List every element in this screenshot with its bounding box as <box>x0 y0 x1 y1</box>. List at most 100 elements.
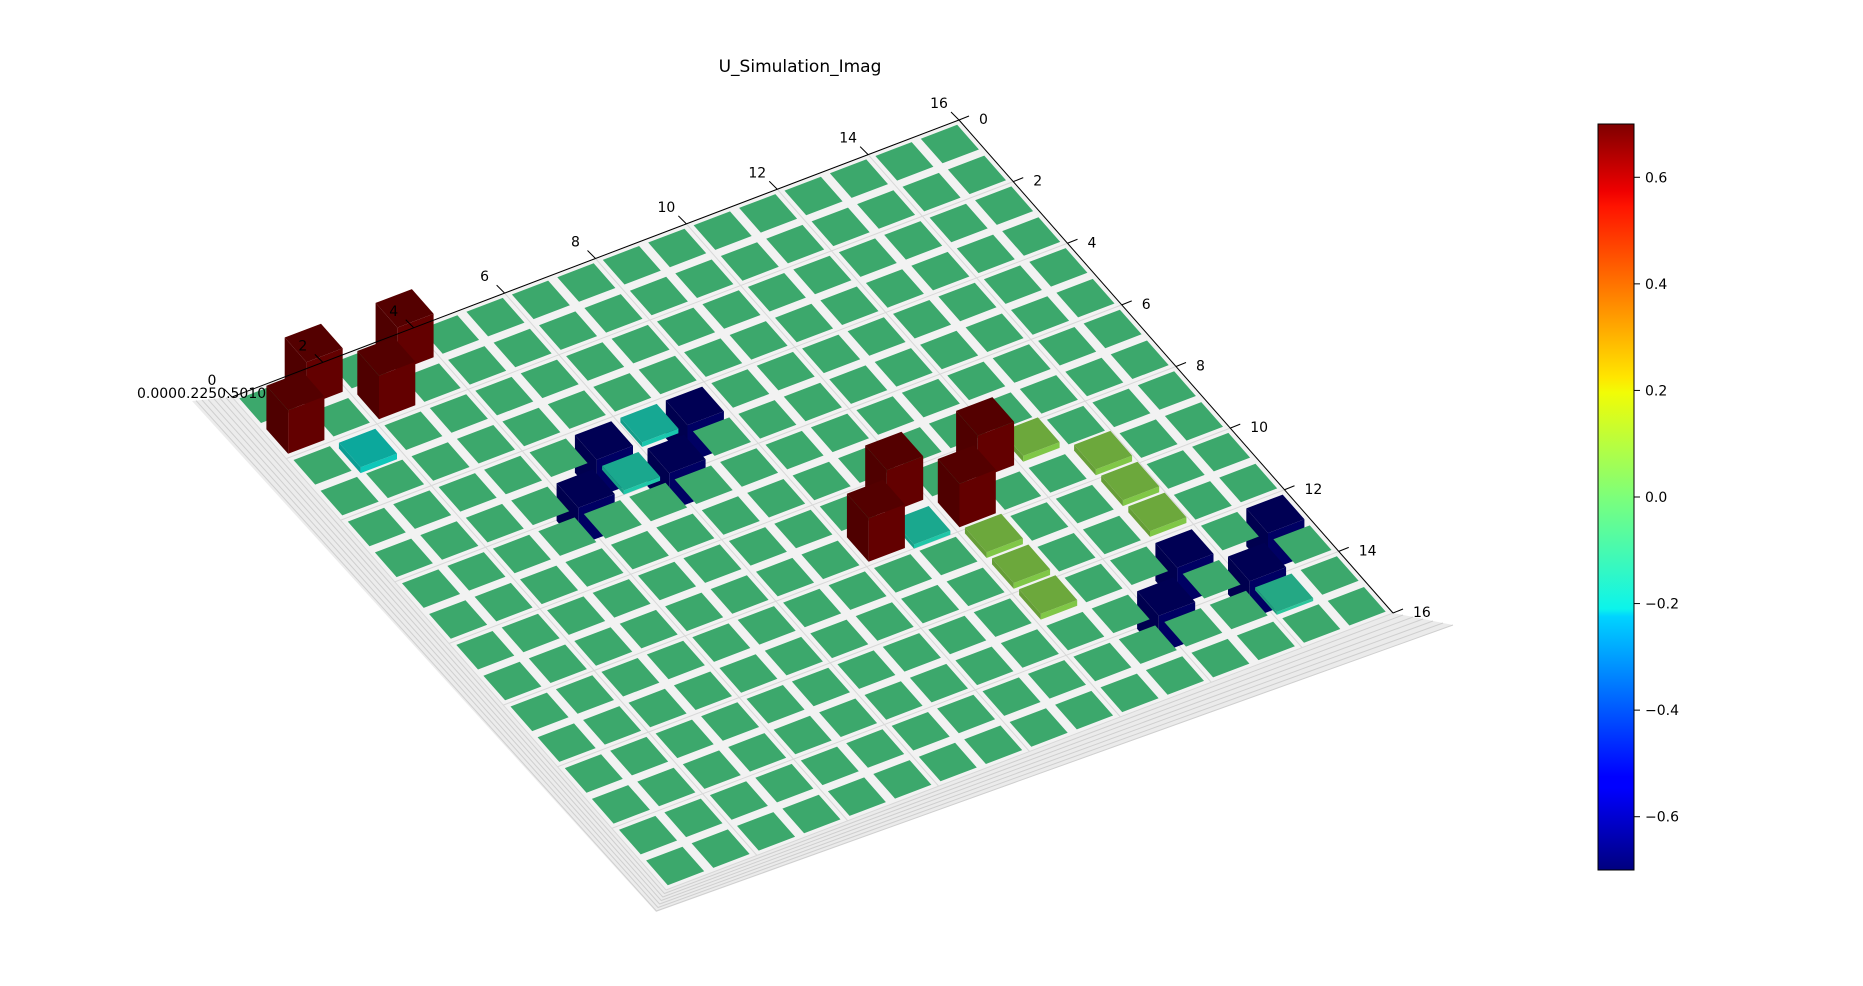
bar <box>919 536 978 576</box>
bar <box>737 606 796 645</box>
bar <box>775 303 834 343</box>
bar-top-face <box>756 557 815 597</box>
bar-top-face <box>529 438 588 477</box>
bar-top-face <box>683 544 742 583</box>
colorbar-tick-label: 0.2 <box>1645 383 1667 399</box>
bar <box>1137 371 1196 410</box>
bar <box>502 407 561 447</box>
bar-top-face <box>710 575 769 614</box>
bar <box>648 228 707 268</box>
bar <box>701 702 760 741</box>
bar <box>547 596 606 635</box>
bar <box>492 534 551 574</box>
bar <box>583 706 642 745</box>
bar <box>637 767 696 807</box>
bar <box>983 471 1042 510</box>
bar <box>629 276 688 316</box>
bar-top-face <box>891 712 950 751</box>
colorbar-tick-label: 0.6 <box>1645 170 1667 186</box>
bar-top-face <box>629 482 688 522</box>
bar-top-face <box>709 781 768 820</box>
bar-top-face <box>783 588 842 628</box>
bar-top-face <box>828 571 887 610</box>
bar-top-face <box>820 286 879 325</box>
bar <box>510 692 569 732</box>
bar <box>928 615 987 655</box>
bar <box>1128 492 1187 537</box>
bar-top-face <box>964 725 1023 764</box>
bar-top-face <box>311 398 370 437</box>
bar-top-face <box>510 692 569 732</box>
bar-top-face <box>1056 278 1115 318</box>
bar-top-face <box>628 688 687 728</box>
bar <box>646 846 705 886</box>
bar <box>438 473 497 512</box>
bar <box>564 754 623 793</box>
bar <box>619 609 678 649</box>
bar-top-face <box>947 361 1006 401</box>
bar <box>619 815 678 855</box>
bar-top-face <box>1209 590 1268 630</box>
bar <box>728 733 787 772</box>
x-tick-label: 16 <box>930 96 948 112</box>
colorbar-tick-label: −0.2 <box>1645 597 1679 613</box>
colorbar-ticks: 0.6 0.4 0.2 0.0 −0.2 −0.4 −0.6 <box>1634 170 1679 826</box>
bar-top-face <box>755 763 814 803</box>
bar <box>566 342 625 381</box>
bar-top-face <box>483 661 542 701</box>
bar-top-face <box>873 760 932 799</box>
bar-top-face <box>537 723 596 762</box>
bar-layer <box>239 124 1386 886</box>
bar-top-face <box>564 754 623 793</box>
bar <box>709 781 768 820</box>
bar-top-face <box>1191 638 1250 678</box>
bar-top-face <box>1192 432 1251 472</box>
bar <box>882 633 941 672</box>
bar <box>611 324 670 364</box>
bar <box>911 251 970 291</box>
bar-top-face <box>493 328 552 368</box>
bar <box>555 675 614 714</box>
bar <box>701 496 760 535</box>
bar <box>448 346 507 385</box>
bar <box>864 681 923 720</box>
bar-top-face <box>738 400 797 439</box>
bar-top-face <box>1100 673 1159 713</box>
bar <box>338 428 397 474</box>
bar-top-face <box>909 663 968 703</box>
bar-top-face <box>1029 248 1088 287</box>
bar <box>675 259 734 298</box>
x-tick-mark <box>950 111 960 121</box>
tick-labels: 0 2 4 6 8 10 12 14 16 0 2 4 6 8 10 12 14 16 <box>208 96 1431 621</box>
bar <box>655 719 714 759</box>
y-tick-label: 0 <box>979 112 988 128</box>
bar-top-face <box>592 579 651 618</box>
bar <box>320 476 379 516</box>
bar-top-face <box>956 234 1015 274</box>
bar <box>665 592 724 632</box>
grid-line-y <box>611 550 1339 829</box>
bar <box>756 557 815 597</box>
bar <box>891 712 950 751</box>
bar <box>1027 660 1086 699</box>
y-tick-mark <box>958 115 970 121</box>
bar-front-face <box>379 361 416 420</box>
bar-top-face <box>747 273 806 312</box>
bar <box>1000 629 1059 668</box>
bar-top-face <box>466 297 525 337</box>
bar <box>947 155 1006 195</box>
bar <box>1009 708 1068 747</box>
bar-top-face <box>793 255 852 295</box>
bar-side-face <box>1255 587 1277 615</box>
bar-top-face <box>684 338 743 377</box>
bar <box>484 455 543 495</box>
bar <box>720 242 779 281</box>
bar-top-face <box>973 598 1032 637</box>
bar-top-face <box>802 334 861 374</box>
bar-top-face <box>846 729 905 768</box>
bar-top-face <box>638 355 697 395</box>
bar-top-face <box>1200 511 1259 551</box>
bar-top-face <box>792 461 851 501</box>
bar-top-face <box>539 311 598 350</box>
